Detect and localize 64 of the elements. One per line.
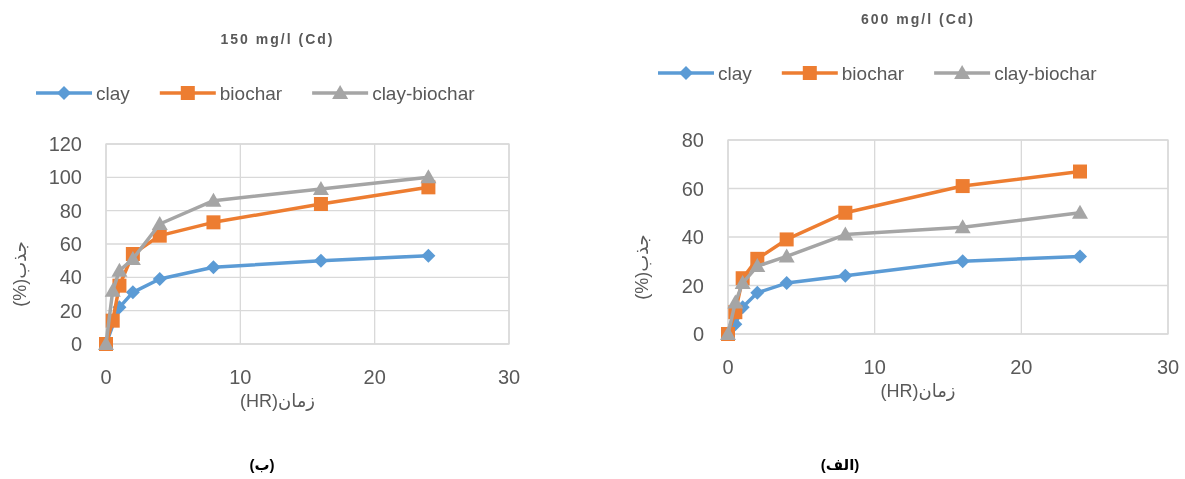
point bbox=[750, 285, 765, 300]
y-tick-label: 60 bbox=[681, 177, 704, 200]
y-tick-label: 100 bbox=[48, 166, 82, 189]
point bbox=[313, 253, 328, 268]
x-axis-title: زمان(HR) bbox=[239, 391, 316, 411]
y-tick-label: 60 bbox=[59, 233, 82, 255]
y-tick-label: 20 bbox=[59, 299, 82, 322]
point bbox=[152, 272, 167, 286]
point bbox=[955, 254, 970, 269]
y-tick-label: 0 bbox=[70, 333, 82, 355]
y-tick-label: 80 bbox=[59, 199, 82, 222]
x-tick-label: 20 bbox=[363, 366, 386, 388]
y-tick-label: 120 bbox=[48, 133, 82, 155]
x-tick-label: 0 bbox=[722, 356, 734, 378]
point bbox=[125, 285, 140, 300]
legend-label: clay bbox=[96, 83, 131, 104]
y-axis-title: جذب(%) bbox=[10, 241, 30, 307]
legend-label: biochar bbox=[841, 63, 905, 84]
point bbox=[838, 205, 853, 220]
x-tick-label: 30 bbox=[1156, 356, 1180, 378]
x-tick-label: 0 bbox=[100, 366, 112, 388]
point bbox=[104, 282, 121, 297]
text: (الف) bbox=[820, 456, 860, 473]
point bbox=[206, 215, 221, 230]
x-tick-label: 30 bbox=[497, 366, 521, 388]
y-tick-label: 20 bbox=[681, 274, 704, 297]
point bbox=[727, 294, 744, 309]
chart-title: 150 mg/l (Cd) bbox=[220, 31, 335, 47]
y-tick-label: 40 bbox=[681, 226, 704, 248]
point bbox=[1073, 249, 1087, 264]
point bbox=[837, 226, 854, 241]
y-tick-label: 80 bbox=[681, 129, 704, 151]
point bbox=[954, 219, 971, 234]
point bbox=[421, 248, 436, 263]
chart-title: 600 mg/l (Cd) bbox=[861, 11, 975, 27]
legend-label: clay-biochar bbox=[372, 83, 476, 104]
point bbox=[734, 275, 751, 290]
point bbox=[313, 197, 328, 211]
point bbox=[778, 248, 795, 263]
point bbox=[779, 276, 794, 291]
y-axis-title: جذب(%) bbox=[632, 234, 652, 300]
legend-label: biochar bbox=[219, 83, 283, 104]
y-tick-label: 0 bbox=[692, 323, 704, 345]
x-axis-title: زمان(HR) bbox=[880, 381, 956, 401]
x-tick-label: 10 bbox=[229, 366, 252, 388]
point bbox=[111, 262, 128, 277]
legend-label: clay bbox=[718, 63, 753, 84]
x-tick-label: 10 bbox=[863, 356, 886, 378]
point bbox=[749, 258, 766, 273]
x-tick-label: 20 bbox=[1010, 356, 1033, 378]
point bbox=[838, 268, 853, 283]
point bbox=[151, 216, 168, 230]
point bbox=[779, 232, 794, 247]
point bbox=[1073, 164, 1087, 179]
point bbox=[312, 181, 329, 195]
point bbox=[205, 192, 222, 207]
y-tick-label: 40 bbox=[59, 266, 82, 289]
point bbox=[420, 169, 437, 184]
point bbox=[955, 179, 970, 194]
point bbox=[1072, 204, 1088, 219]
point bbox=[124, 251, 141, 265]
legend-label: clay-biochar bbox=[994, 63, 1098, 84]
text: (ب) bbox=[249, 456, 275, 473]
point bbox=[206, 260, 221, 275]
